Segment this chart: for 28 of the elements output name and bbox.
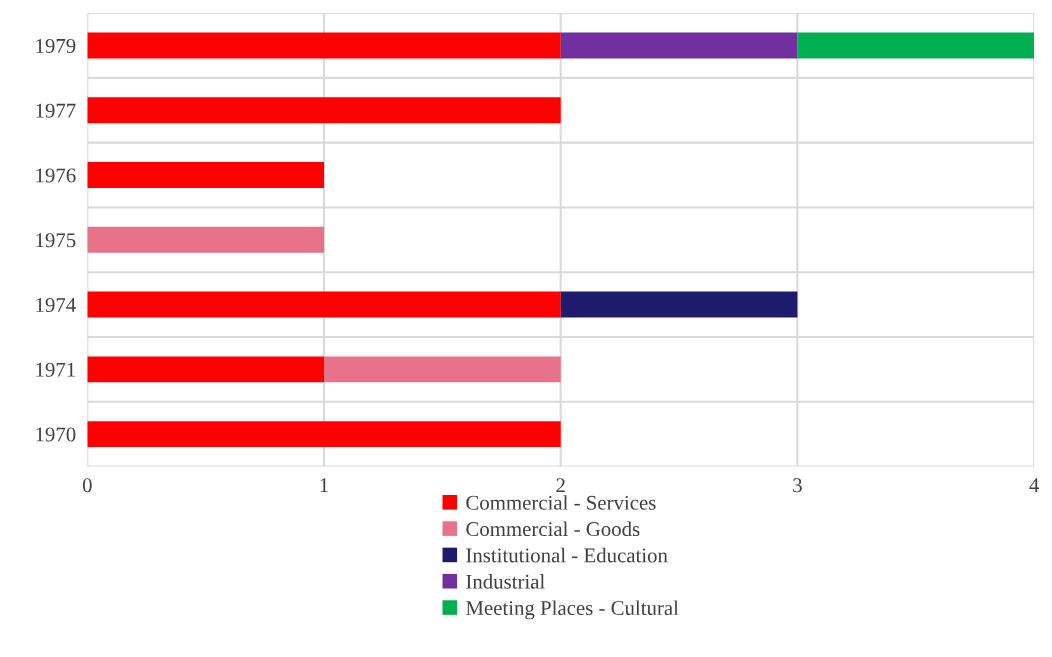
y-tick-label: 1979	[36, 38, 76, 53]
x-tick-label: 0	[82, 478, 92, 493]
bar	[87, 291, 561, 318]
legend-label: Commercial - Services	[466, 495, 656, 510]
y-tick-label: 1974	[36, 298, 76, 312]
bar	[87, 32, 561, 59]
bar	[560, 291, 798, 318]
x-tick-label: 1	[320, 478, 328, 493]
y-tick-label: 1975	[36, 233, 76, 248]
x-tick-label: 2	[556, 478, 565, 493]
legend-label: Industrial	[466, 574, 545, 589]
y-tick-label: 1970	[36, 427, 76, 442]
bar	[87, 356, 325, 383]
legend-label: Institutional - Education	[466, 547, 668, 563]
y-tick-label: 1976	[36, 168, 76, 183]
x-tick-label: 3	[793, 478, 802, 493]
bar	[87, 226, 325, 253]
bar	[87, 421, 561, 448]
x-tick-label: 4	[1029, 478, 1039, 493]
legend-label: Meeting Places - Cultural	[466, 600, 679, 620]
legend-label: Commercial - Goods	[466, 521, 640, 537]
bar	[87, 97, 561, 124]
bar	[797, 32, 1035, 59]
bar	[560, 32, 798, 59]
y-tick-label: 1977	[36, 103, 76, 118]
bar	[87, 162, 325, 188]
bar	[324, 356, 561, 383]
y-tick-label: 1971	[36, 362, 75, 377]
